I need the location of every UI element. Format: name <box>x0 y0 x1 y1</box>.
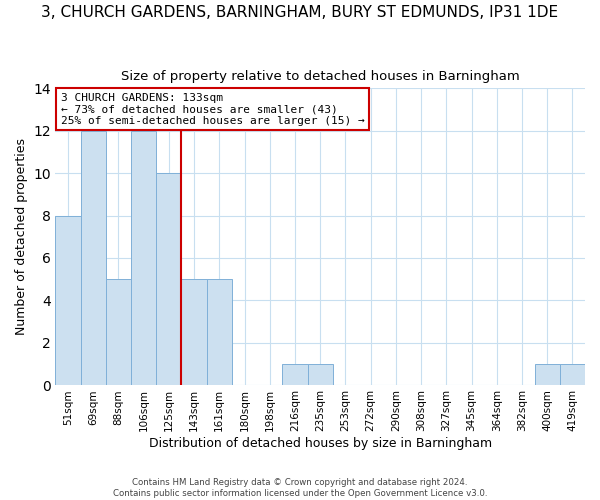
Bar <box>55 216 80 385</box>
Text: Contains HM Land Registry data © Crown copyright and database right 2024.
Contai: Contains HM Land Registry data © Crown c… <box>113 478 487 498</box>
Bar <box>106 279 131 385</box>
Bar <box>535 364 560 385</box>
Bar <box>181 279 206 385</box>
X-axis label: Distribution of detached houses by size in Barningham: Distribution of detached houses by size … <box>149 437 492 450</box>
Bar <box>131 130 156 385</box>
Bar <box>156 173 181 385</box>
Bar <box>206 279 232 385</box>
Title: Size of property relative to detached houses in Barningham: Size of property relative to detached ho… <box>121 70 520 83</box>
Y-axis label: Number of detached properties: Number of detached properties <box>15 138 28 335</box>
Text: 3 CHURCH GARDENS: 133sqm
← 73% of detached houses are smaller (43)
25% of semi-d: 3 CHURCH GARDENS: 133sqm ← 73% of detach… <box>61 93 364 126</box>
Text: 3, CHURCH GARDENS, BARNINGHAM, BURY ST EDMUNDS, IP31 1DE: 3, CHURCH GARDENS, BARNINGHAM, BURY ST E… <box>41 5 559 20</box>
Bar <box>80 130 106 385</box>
Bar <box>560 364 585 385</box>
Bar <box>283 364 308 385</box>
Bar <box>308 364 333 385</box>
